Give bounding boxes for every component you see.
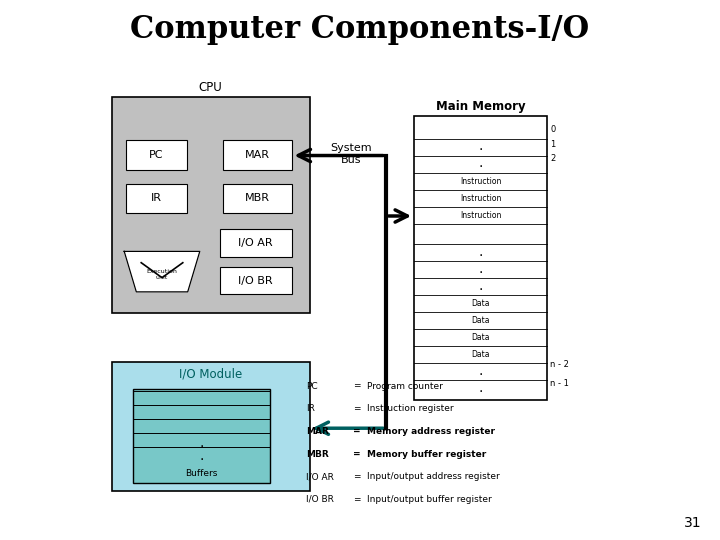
Text: Instruction register: Instruction register [367,404,454,413]
Text: Instruction: Instruction [460,194,501,203]
Text: IR: IR [151,193,162,204]
Text: I/O BR: I/O BR [238,276,273,286]
Text: .: . [199,436,204,450]
Text: 1: 1 [550,140,555,149]
Text: PC: PC [306,382,318,390]
Text: =: = [353,427,360,436]
Text: Program counter: Program counter [367,382,443,390]
Text: .: . [478,381,483,395]
Text: MAR: MAR [306,427,329,436]
Text: Computer Components-I/O: Computer Components-I/O [130,14,590,45]
Bar [220,230,292,256]
Text: n - 1: n - 1 [550,379,569,388]
Text: .: . [478,245,483,259]
Text: .: . [478,139,483,153]
Text: PC: PC [149,150,164,160]
Text: .: . [199,449,204,463]
Text: 0: 0 [550,125,555,134]
Text: =: = [353,382,360,390]
Bar [126,140,187,170]
Polygon shape [125,252,200,292]
Text: n - 2: n - 2 [550,360,569,369]
Text: MBR: MBR [245,193,270,204]
Text: Data: Data [472,316,490,325]
Text: MAR: MAR [245,150,270,160]
Text: Input/output buffer register: Input/output buffer register [367,495,492,504]
Text: Main Memory: Main Memory [436,100,526,113]
Text: =: = [353,472,360,481]
Text: .: . [478,262,483,276]
Text: I/O AR: I/O AR [238,238,273,248]
Bar [223,184,292,213]
Bar [126,184,187,213]
Text: IR: IR [306,404,315,413]
Text: System
Bus: System Bus [330,143,372,165]
Text: Instruction: Instruction [460,211,501,220]
Text: 31: 31 [685,516,702,530]
Text: Memory address register: Memory address register [367,427,495,436]
Text: .: . [478,156,483,170]
Text: MBR: MBR [306,450,329,458]
Text: Data: Data [472,333,490,342]
Bar [223,140,292,170]
Text: =: = [353,495,360,504]
Text: Memory buffer register: Memory buffer register [367,450,487,458]
Bar [133,389,270,483]
Text: .: . [478,364,483,378]
Bar [112,97,310,313]
Text: Buffers: Buffers [186,469,217,478]
Text: Data: Data [472,299,490,308]
Text: I/O Module: I/O Module [179,367,242,380]
Text: CPU: CPU [199,82,222,94]
Text: =: = [353,450,360,458]
Text: 2: 2 [550,154,555,163]
Bar [220,267,292,294]
Text: Execution
unit: Execution unit [147,269,177,280]
Text: Data: Data [472,350,490,359]
Text: =: = [353,404,360,413]
Bar [414,116,547,400]
Bar [112,362,310,491]
Text: Input/output address register: Input/output address register [367,472,500,481]
Text: I/O BR: I/O BR [306,495,334,504]
Text: .: . [478,279,483,293]
Text: Instruction: Instruction [460,177,501,186]
Text: I/O AR: I/O AR [306,472,334,481]
